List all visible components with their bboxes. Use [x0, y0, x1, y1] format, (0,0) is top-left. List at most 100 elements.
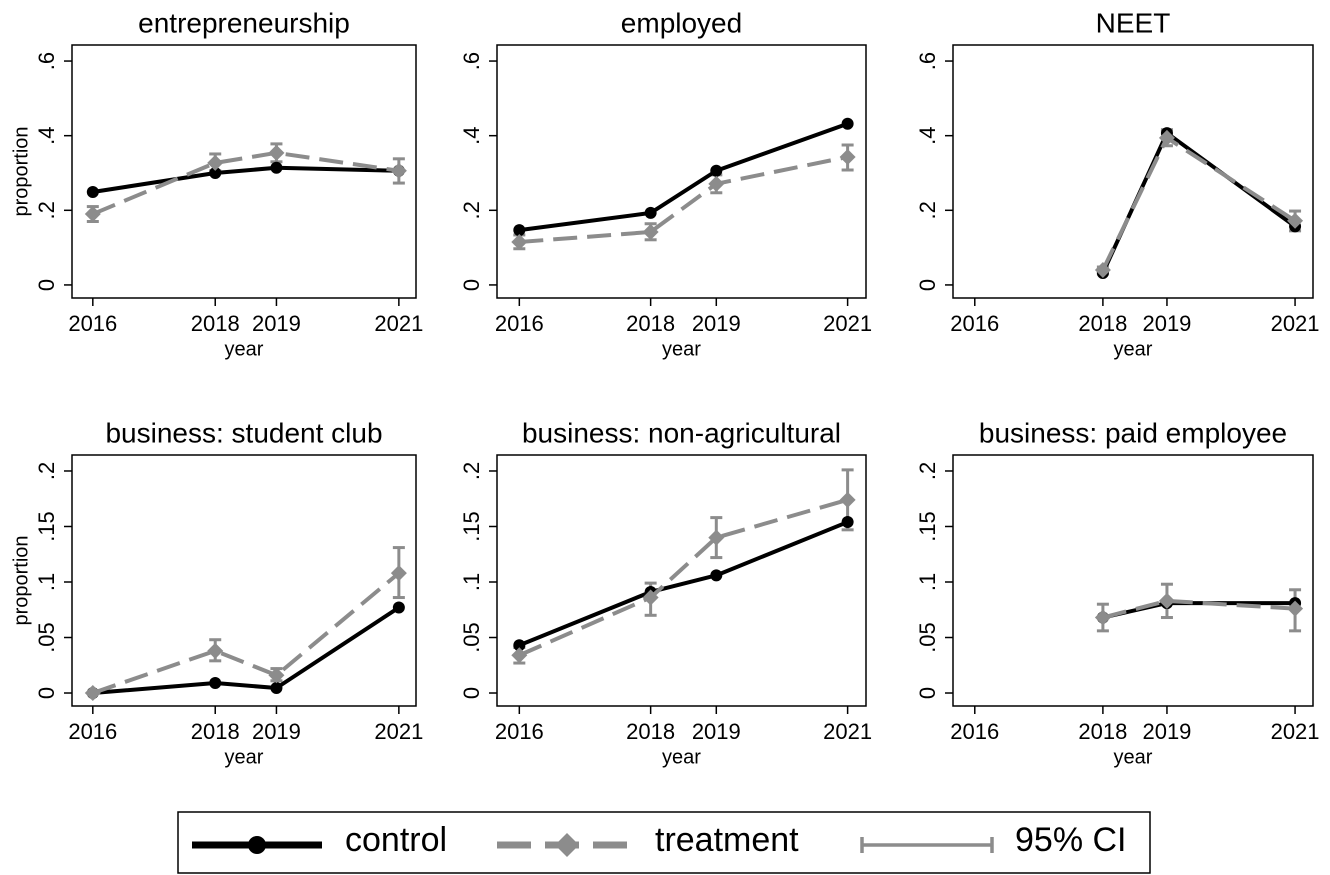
- series-line: [92, 150, 400, 216]
- marker: [84, 685, 101, 702]
- x-tick-label: 2018: [1078, 719, 1127, 744]
- marker: [86, 186, 99, 199]
- marker: [841, 117, 854, 130]
- legend-label: 95% CI: [1015, 821, 1127, 859]
- y-tick-label: .05: [915, 622, 940, 653]
- marker: [841, 516, 854, 529]
- series-line: [519, 121, 849, 233]
- marker: [642, 589, 659, 606]
- marker: [209, 677, 222, 690]
- y-tick-label: 0: [459, 279, 484, 291]
- marker: [1158, 129, 1175, 146]
- x-axis-label: year: [225, 338, 264, 360]
- x-tick-label: 2016: [495, 719, 544, 744]
- x-tick-label: 2021: [1271, 719, 1320, 744]
- x-axis-label: year: [1114, 338, 1153, 360]
- marker: [839, 491, 856, 508]
- marker: [392, 601, 405, 614]
- series-line: [518, 497, 849, 658]
- y-tick-label: 0: [34, 279, 59, 291]
- chart-title: business: non-agricultural: [522, 417, 841, 448]
- x-tick-label: 2019: [1142, 719, 1191, 744]
- series-line: [519, 154, 849, 245]
- y-tick-label: .1: [915, 573, 940, 591]
- y-tick-label: 0: [915, 687, 940, 699]
- y-tick-label: .15: [34, 511, 59, 542]
- marker: [708, 175, 725, 192]
- marker: [642, 223, 659, 240]
- y-tick-label: .4: [915, 126, 940, 144]
- x-tick-label: 2021: [1271, 311, 1320, 336]
- x-tick-label: 2021: [374, 719, 423, 744]
- y-tick-label: .4: [459, 126, 484, 144]
- x-tick-label: 2019: [692, 719, 741, 744]
- marker: [513, 224, 526, 237]
- y-tick-label: .2: [459, 462, 484, 480]
- y-tick-label: .2: [34, 462, 59, 480]
- x-tick-label: 2021: [374, 311, 423, 336]
- y-tick-label: .05: [459, 622, 484, 653]
- y-tick-label: .1: [459, 573, 484, 591]
- x-tick-label: 2019: [692, 311, 741, 336]
- y-tick-label: .15: [459, 511, 484, 542]
- x-tick-label: 2018: [191, 311, 240, 336]
- y-tick-label: 0: [459, 687, 484, 699]
- legend-label: control: [345, 821, 447, 859]
- y-axis-label: proportion: [10, 126, 32, 216]
- marker: [270, 682, 283, 695]
- x-tick-label: 2018: [626, 719, 675, 744]
- x-axis-label: year: [662, 746, 701, 768]
- chart-title: entrepreneurship: [138, 7, 350, 38]
- x-tick-label: 2018: [626, 311, 675, 336]
- legend-marker: [248, 836, 266, 854]
- x-tick-label: 2021: [823, 311, 872, 336]
- y-tick-label: .2: [459, 201, 484, 219]
- y-tick-label: .4: [34, 126, 59, 144]
- plot-frame: [71, 454, 417, 707]
- y-tick-label: .1: [34, 573, 59, 591]
- marker: [511, 234, 528, 251]
- x-tick-label: 2018: [1078, 311, 1127, 336]
- legend-marker: [555, 833, 579, 857]
- x-tick-label: 2016: [68, 311, 117, 336]
- marker: [268, 667, 285, 684]
- marker: [84, 206, 101, 223]
- y-tick-label: .6: [459, 52, 484, 70]
- chart-title: business: paid employee: [979, 417, 1287, 448]
- plot-frame: [952, 44, 1314, 299]
- x-tick-label: 2019: [252, 719, 301, 744]
- plot-frame: [952, 454, 1314, 707]
- marker: [710, 164, 723, 177]
- x-tick-label: 2016: [68, 719, 117, 744]
- marker: [708, 529, 725, 546]
- x-axis-label: year: [1114, 746, 1153, 768]
- marker: [1158, 592, 1175, 609]
- legend-box: [177, 811, 1151, 874]
- series-line: [518, 520, 849, 648]
- y-tick-label: .2: [915, 462, 940, 480]
- marker: [1287, 212, 1304, 229]
- chart-title: employed: [621, 7, 742, 38]
- plot-frame: [496, 454, 867, 707]
- series-line: [1102, 598, 1296, 620]
- y-tick-label: .6: [915, 52, 940, 70]
- series-line: [1102, 601, 1296, 620]
- y-axis-label: proportion: [10, 535, 32, 625]
- x-tick-label: 2021: [823, 719, 872, 744]
- marker: [710, 569, 723, 582]
- x-tick-label: 2018: [191, 719, 240, 744]
- y-tick-label: 0: [915, 279, 940, 291]
- marker: [1094, 609, 1111, 626]
- marker: [390, 565, 407, 582]
- y-tick-label: .6: [34, 52, 59, 70]
- x-tick-label: 2016: [950, 311, 999, 336]
- series-line: [1101, 131, 1297, 274]
- marker: [513, 639, 526, 652]
- x-tick-label: 2019: [1142, 311, 1191, 336]
- legend-label: treatment: [655, 821, 799, 859]
- marker: [390, 162, 407, 179]
- marker: [209, 166, 222, 179]
- marker: [511, 647, 528, 664]
- y-tick-label: .2: [915, 201, 940, 219]
